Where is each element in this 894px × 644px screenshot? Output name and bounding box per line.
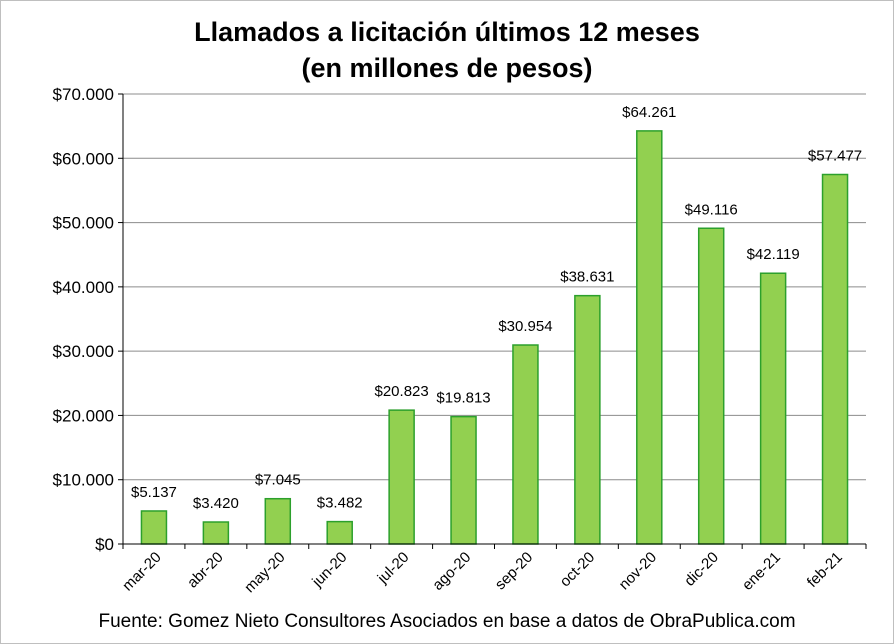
data-label: $5.137 xyxy=(131,484,177,501)
y-tick-label: $70.000 xyxy=(53,85,114,104)
bar xyxy=(326,520,353,545)
chart-title: Llamados a licitación últimos 12 meses (… xyxy=(0,14,894,86)
data-label: $57.477 xyxy=(808,148,862,165)
source-note: Fuente: Gomez Nieto Consultores Asociado… xyxy=(98,611,796,632)
data-label: $30.954 xyxy=(498,318,552,335)
x-tick-label: mar-20 xyxy=(119,549,165,595)
x-tick-label: feb-21 xyxy=(804,549,846,591)
x-tick-label: jul-20 xyxy=(374,549,413,588)
y-tick-label: $0 xyxy=(95,535,114,554)
y-tick-label: $50.000 xyxy=(53,214,114,233)
bar xyxy=(821,173,849,545)
x-tick-label: abr-20 xyxy=(184,549,227,592)
data-label: $3.482 xyxy=(317,495,363,512)
data-label: $19.813 xyxy=(436,390,490,407)
y-tick-label: $30.000 xyxy=(53,342,114,361)
bar xyxy=(388,409,415,545)
bar xyxy=(697,227,725,545)
gridlines xyxy=(118,93,866,545)
bar xyxy=(636,130,663,545)
data-label: $49.116 xyxy=(685,201,738,218)
x-axis-tick-labels: mar-20 abr-20 may-20 jun-20 jul-20 ago-20 sep-… xyxy=(119,549,846,596)
y-tick-label: $60.000 xyxy=(53,149,114,168)
bar xyxy=(759,272,787,545)
x-tick-label: dic-20 xyxy=(681,549,722,590)
x-tick-label: ago-20 xyxy=(429,549,474,594)
axes xyxy=(122,94,867,549)
y-tick-label: $20.000 xyxy=(53,406,114,425)
data-label: $7.045 xyxy=(255,472,301,489)
data-label: $3.420 xyxy=(193,495,239,512)
x-tick-label: oct-20 xyxy=(557,549,599,591)
bar xyxy=(140,510,168,545)
x-tick-label: sep-20 xyxy=(492,549,536,593)
y-axis-tick-labels: $0 $10.000 $20.000 $30.000 $40.000 $50.000 $60… xyxy=(53,85,114,554)
data-labels: $5.137 $3.420 $7.045 $3.482 $20.823 $19.813 $3… xyxy=(131,104,862,512)
y-tick-label: $10.000 xyxy=(53,471,114,490)
data-label: $20.823 xyxy=(375,383,429,400)
x-tick-label: jun-20 xyxy=(308,549,350,591)
x-tick-label: ene-21 xyxy=(739,549,784,594)
x-tick-label: may-20 xyxy=(241,549,288,596)
data-label: $38.631 xyxy=(560,269,614,286)
chart-title-line2: (en millones de pesos) xyxy=(301,53,593,83)
bar xyxy=(574,294,601,545)
data-label: $64.261 xyxy=(622,104,676,121)
chart-title-line1: Llamados a licitación últimos 12 meses xyxy=(194,17,700,47)
bar xyxy=(450,415,477,545)
data-label: $42.119 xyxy=(747,246,800,263)
x-tick-label: nov-20 xyxy=(616,549,660,593)
bar xyxy=(512,344,539,545)
bars xyxy=(140,130,849,545)
bar xyxy=(264,497,292,545)
bar xyxy=(202,521,230,545)
y-tick-label: $40.000 xyxy=(53,278,114,297)
